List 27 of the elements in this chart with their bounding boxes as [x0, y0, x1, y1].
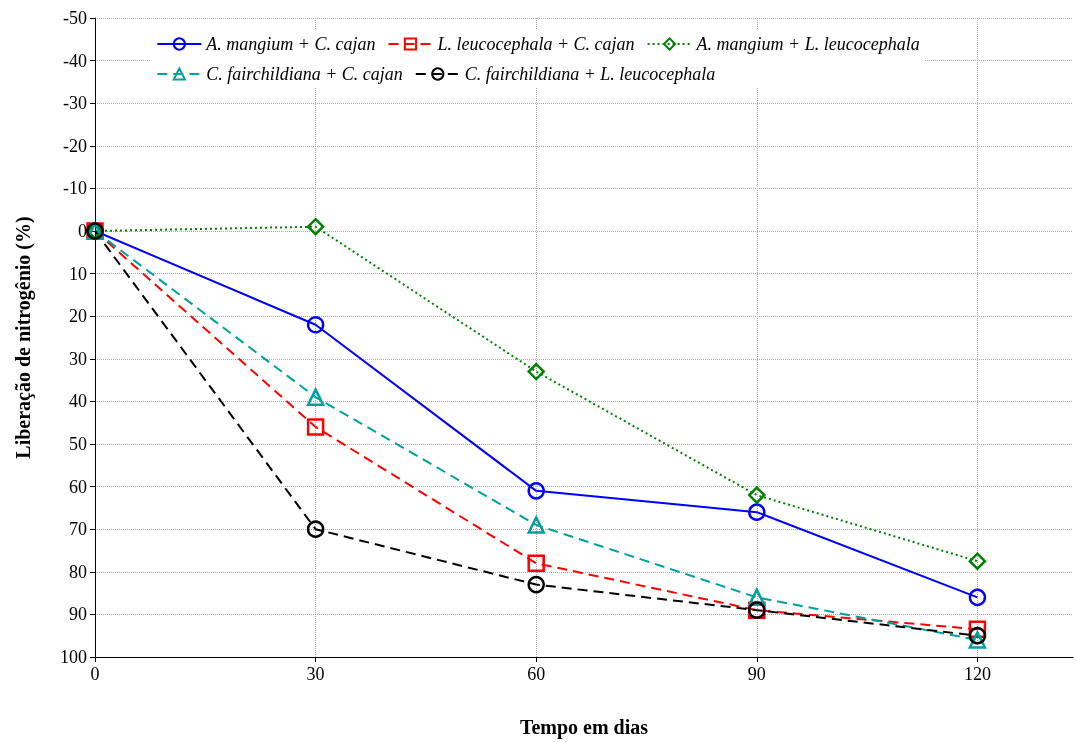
legend-label: A. mangium + C. cajan: [205, 34, 376, 54]
legend-label: C. fairchildiana + C. cajan: [206, 64, 403, 84]
y-tick-label: -10: [63, 178, 87, 199]
x-tick-label: 0: [90, 664, 100, 684]
legend-label: L. leucocephala + C. cajan: [436, 34, 635, 54]
y-tick-label: 30: [69, 348, 87, 369]
y-tick-label: 70: [69, 519, 87, 540]
y-tick-label: 40: [69, 391, 87, 412]
x-tick-label: 30: [306, 664, 325, 684]
y-tick-label: 10: [69, 263, 87, 284]
y-tick-label: -40: [63, 50, 87, 71]
legend-label: C. fairchildiana + L. leucocephala: [464, 64, 716, 84]
x-axis-title: Tempo em dias: [519, 716, 649, 739]
y-tick-label: 20: [69, 306, 87, 327]
y-tick-label: 90: [69, 604, 87, 625]
y-tick-label: 60: [69, 476, 87, 497]
x-tick-label: 90: [747, 664, 766, 684]
y-tick-label: -30: [63, 93, 87, 114]
x-tick-label: 60: [527, 664, 546, 684]
y-tick-label: 80: [69, 561, 87, 582]
y-tick-label: 100: [60, 647, 87, 667]
y-tick-label: -20: [63, 135, 87, 156]
legend-label: A. mangium + L. leucocephala: [695, 34, 920, 54]
x-tick-label: 120: [963, 664, 991, 684]
y-axis-title: Liberação de nitrogênio (%): [12, 216, 35, 459]
y-tick-label: -50: [63, 8, 87, 28]
y-tick-label: 50: [69, 434, 87, 454]
